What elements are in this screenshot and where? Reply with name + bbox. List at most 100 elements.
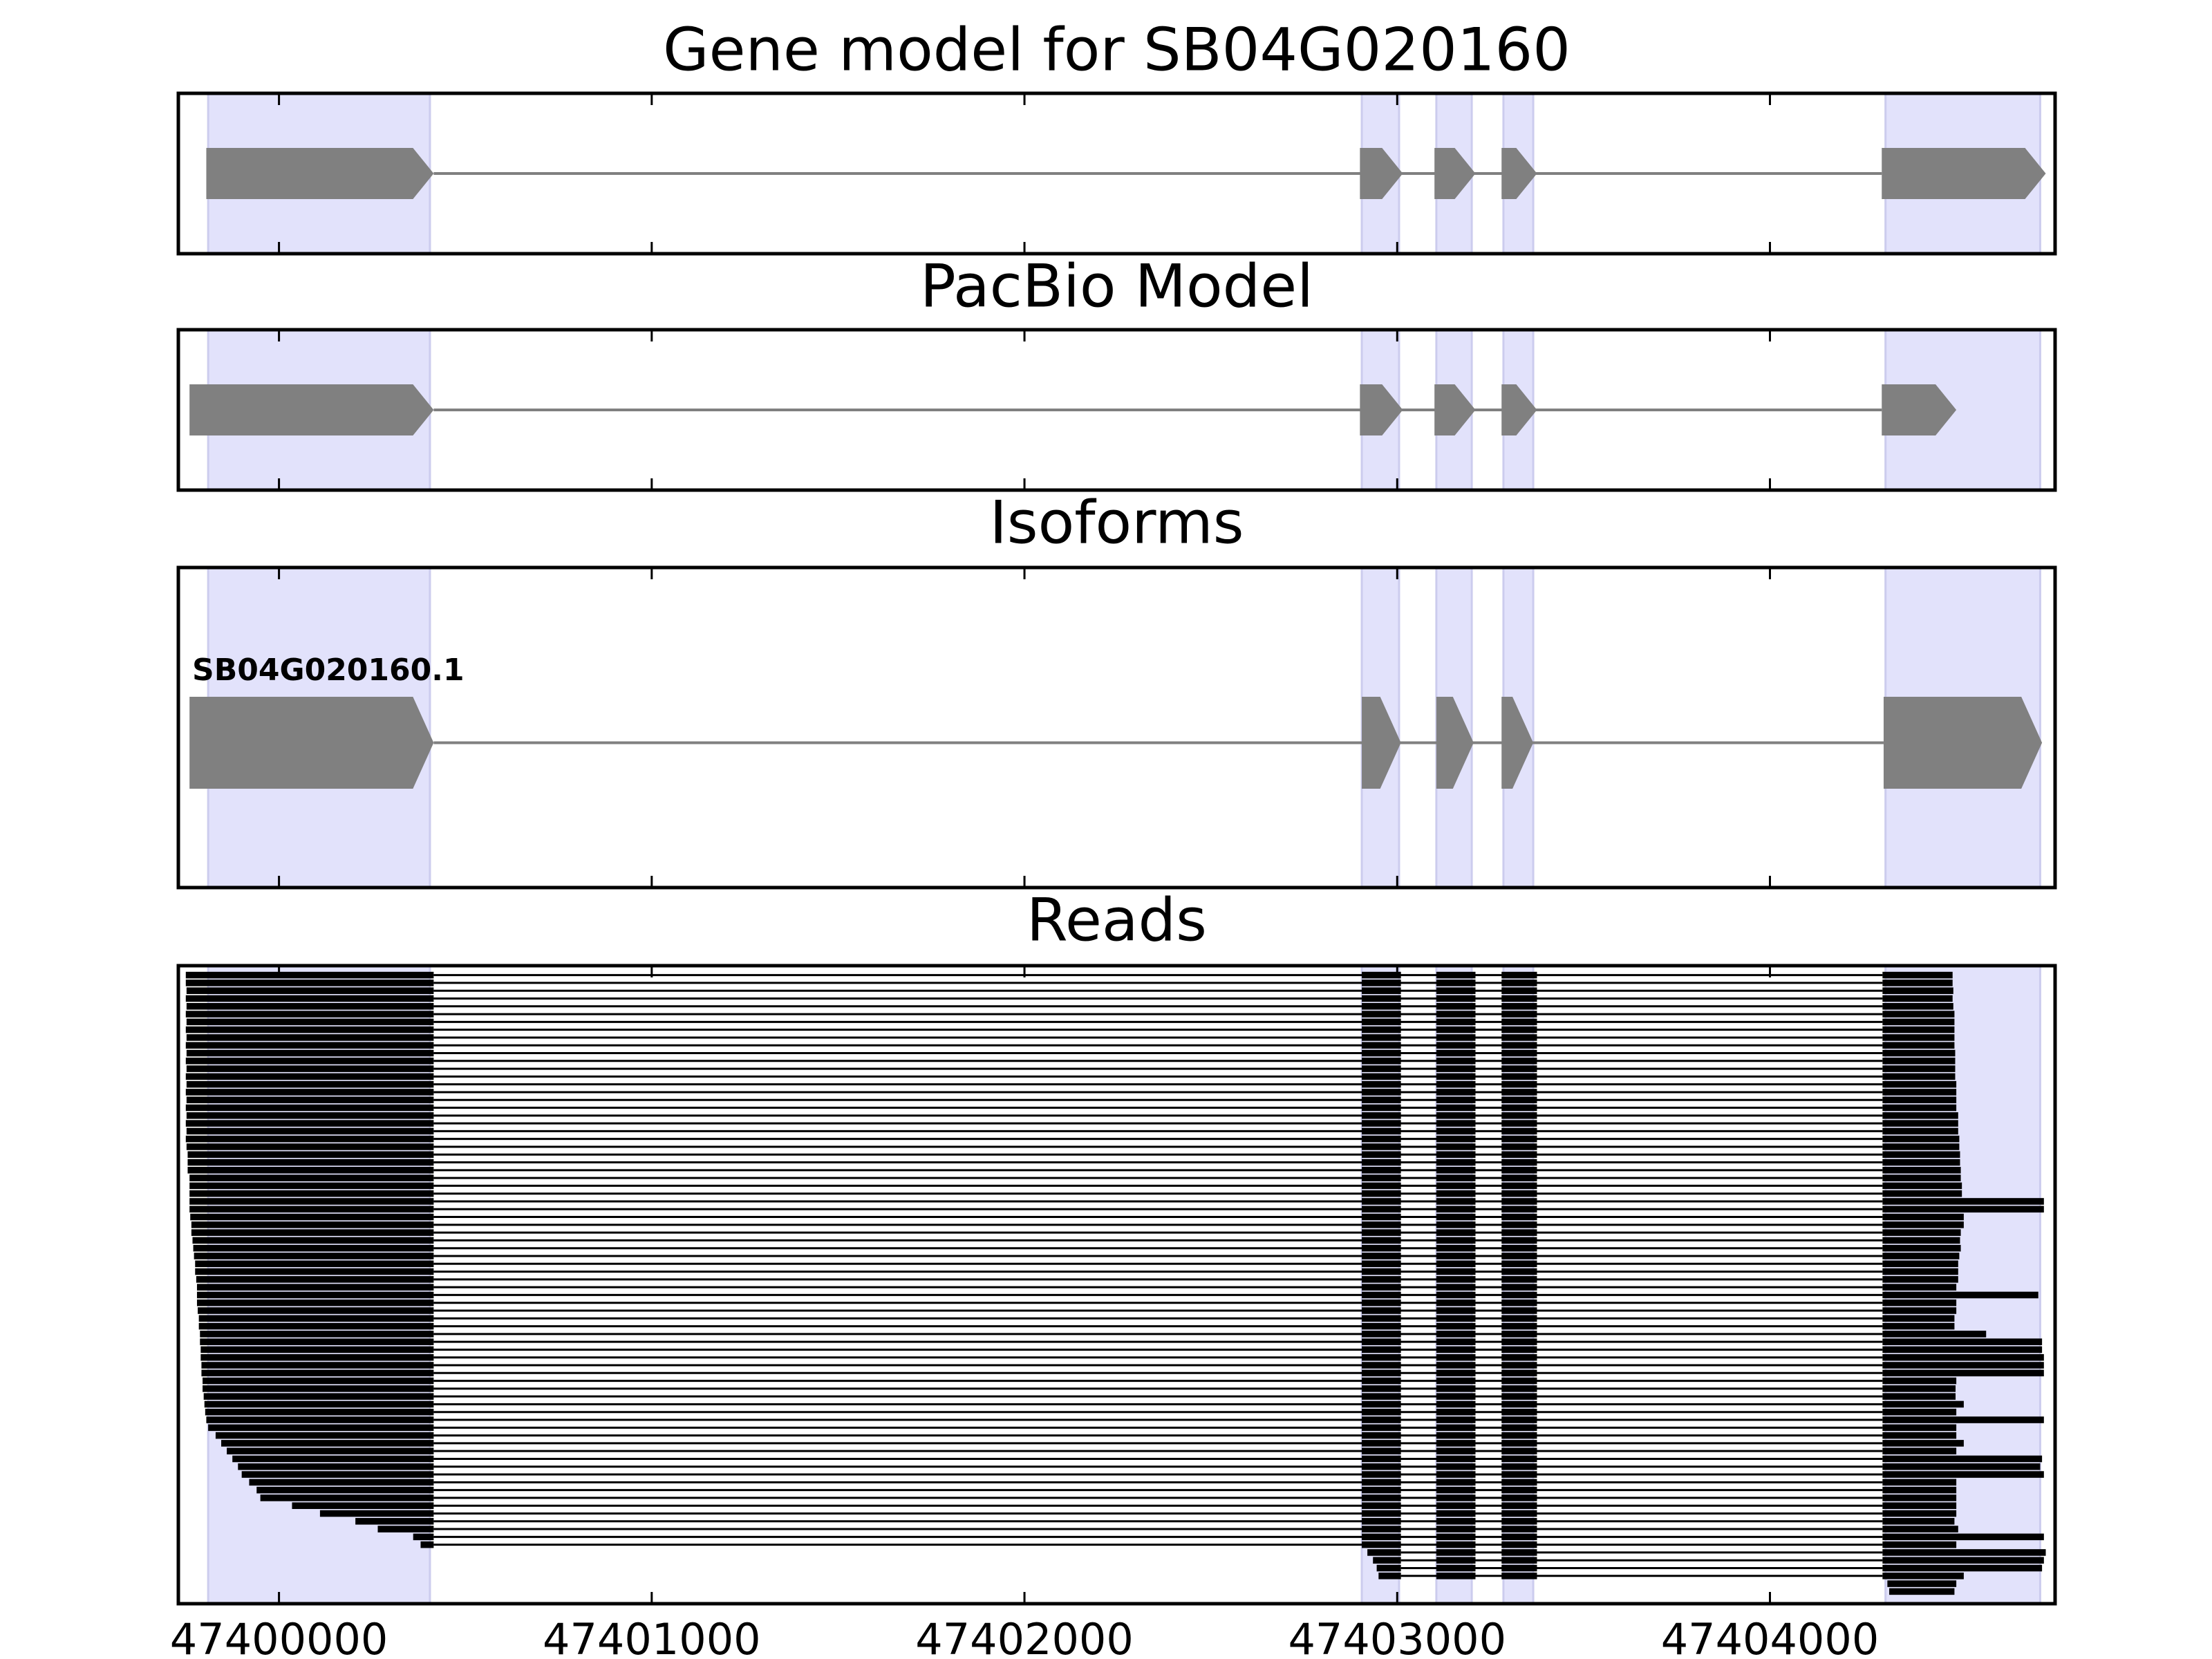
read-block: [1436, 1369, 1476, 1377]
read-block: [191, 1229, 434, 1236]
read-block: [1436, 1104, 1476, 1112]
read-block: [1436, 1510, 1476, 1517]
read-block: [1436, 1034, 1476, 1041]
exon: [206, 148, 434, 199]
read-block: [195, 1260, 434, 1268]
read-block: [1882, 1229, 1961, 1236]
read-block: [1882, 1244, 1961, 1252]
read-block: [1362, 1291, 1401, 1299]
read-block: [1362, 1190, 1401, 1197]
read-block: [1501, 1213, 1537, 1221]
read-block: [1501, 1307, 1537, 1314]
read-block: [413, 1533, 434, 1541]
read-block: [189, 1206, 434, 1213]
read-block: [196, 1291, 434, 1299]
read-block: [1501, 1206, 1537, 1213]
read-block: [1436, 987, 1476, 995]
read-block: [1362, 1034, 1401, 1041]
read-block: [1436, 1463, 1476, 1470]
read-block: [260, 1494, 434, 1501]
read-block: [1501, 1517, 1537, 1525]
read-block: [1501, 1408, 1537, 1416]
read-block: [1436, 1564, 1476, 1572]
read-block: [1501, 1159, 1537, 1166]
read-block: [1501, 1557, 1537, 1564]
read-block: [1436, 1284, 1476, 1291]
read-block: [1501, 1346, 1537, 1353]
read-block: [189, 1174, 434, 1181]
read-block: [1436, 1120, 1476, 1127]
read-block: [1501, 1018, 1537, 1026]
read-block: [1501, 1455, 1537, 1463]
read-block: [1882, 1362, 2044, 1369]
read-block: [1362, 1049, 1401, 1057]
read-block: [1882, 1369, 2044, 1377]
read-block: [1362, 1299, 1401, 1306]
read-block: [189, 1190, 434, 1197]
read-block: [1362, 1400, 1401, 1408]
panel-bg: [178, 568, 2055, 888]
read-block: [1882, 1002, 1953, 1010]
x-tick-label: 47403000: [1288, 1614, 1506, 1659]
read-block: [1501, 1393, 1537, 1400]
read-block: [1501, 1385, 1537, 1392]
read-block: [1882, 1510, 1957, 1517]
read-block: [1436, 1557, 1476, 1564]
read-block: [1436, 1244, 1476, 1252]
read-block: [186, 1080, 434, 1088]
read-block: [1501, 1362, 1537, 1369]
read-block: [1501, 1541, 1537, 1548]
exon: [1434, 384, 1476, 435]
exon: [1501, 384, 1537, 435]
read-block: [1501, 1190, 1537, 1197]
read-block: [1882, 971, 1953, 979]
read-block: [1501, 1268, 1537, 1275]
read-block: [203, 1377, 434, 1385]
read-block: [1362, 1159, 1401, 1166]
read-block: [1436, 1307, 1476, 1314]
read-block: [1436, 1151, 1476, 1159]
read-block: [1362, 1120, 1401, 1127]
read-block: [1436, 1096, 1476, 1104]
read-block: [1882, 1353, 2044, 1361]
read-block: [200, 1331, 434, 1338]
read-block: [1436, 1198, 1476, 1205]
read-block: [1436, 1362, 1476, 1369]
read-block: [1882, 1346, 2043, 1353]
read-block: [196, 1299, 434, 1306]
read-block: [1436, 1073, 1476, 1080]
read-block: [1436, 1533, 1476, 1541]
read-block: [1362, 1151, 1401, 1159]
read-block: [1501, 1096, 1537, 1104]
read-block: [1436, 1112, 1476, 1119]
read-block: [1882, 995, 1953, 1002]
read-block: [1362, 1455, 1401, 1463]
read-block: [185, 1073, 434, 1080]
read-block: [1882, 1322, 1955, 1330]
read-block: [1501, 1463, 1537, 1470]
read-block: [1362, 1486, 1401, 1494]
read-block: [1436, 1572, 1476, 1580]
read-block: [201, 1369, 434, 1377]
x-tick-label: 47402000: [915, 1614, 1134, 1659]
read-block: [1882, 1299, 1957, 1306]
read-block: [377, 1526, 434, 1533]
read-block: [1882, 1377, 1957, 1385]
read-block: [1882, 1526, 1958, 1533]
read-block: [1501, 1291, 1537, 1299]
read-block: [187, 1167, 434, 1174]
read-block: [186, 987, 434, 995]
read-block: [1362, 1229, 1401, 1236]
read-block: [1882, 1517, 1955, 1525]
read-block: [1362, 1080, 1401, 1088]
read-block: [187, 1159, 434, 1166]
read-block: [1436, 1549, 1476, 1556]
read-block: [1882, 1190, 1962, 1197]
read-block: [1882, 1206, 2044, 1213]
read-block: [1501, 1424, 1537, 1432]
read-block: [187, 1151, 434, 1159]
read-block: [185, 995, 434, 1002]
exon: [1362, 697, 1401, 789]
read-block: [1501, 1260, 1537, 1268]
read-block: [1436, 1541, 1476, 1548]
